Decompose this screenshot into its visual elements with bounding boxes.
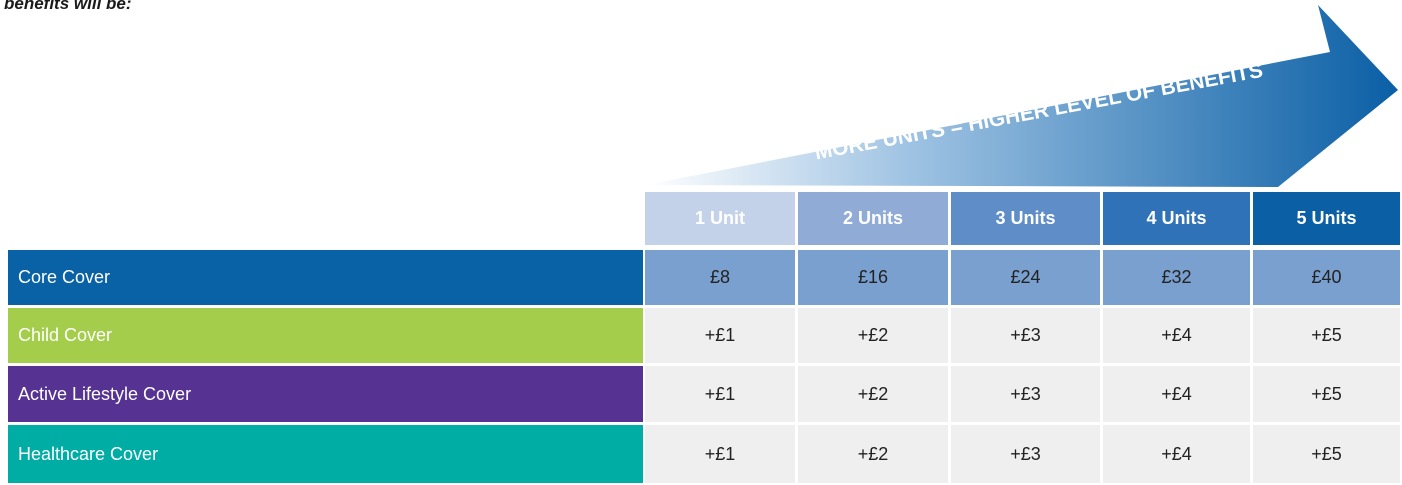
row-label: Healthcare Cover [8, 425, 643, 483]
column-header: 5 Units [1253, 192, 1400, 245]
value-cell: £8 [645, 250, 795, 305]
column-header: 4 Units [1103, 192, 1250, 245]
value-cell: +£2 [798, 308, 948, 363]
value-cell: +£5 [1253, 425, 1400, 483]
value-cell: £16 [798, 250, 948, 305]
intro-text: benefits will be: [4, 0, 132, 13]
value-cell: +£2 [798, 366, 948, 422]
value-cell: +£4 [1103, 425, 1250, 483]
value-cell: £24 [951, 250, 1100, 305]
row-label: Active Lifestyle Cover [8, 366, 643, 422]
row-label: Child Cover [8, 308, 643, 363]
value-cell: +£3 [951, 425, 1100, 483]
value-cell: +£1 [645, 308, 795, 363]
column-header: 2 Units [798, 192, 948, 245]
value-cell: +£4 [1103, 308, 1250, 363]
arrow [645, 5, 1398, 187]
value-cell: +£3 [951, 308, 1100, 363]
value-cell: +£4 [1103, 366, 1250, 422]
value-cell: £32 [1103, 250, 1250, 305]
value-cell: +£5 [1253, 308, 1400, 363]
arrow-graphic: MORE UNITS = HIGHER LEVEL OF BENEFITS [645, 5, 1398, 187]
value-cell: +£1 [645, 366, 795, 422]
value-cell: +£5 [1253, 366, 1400, 422]
value-cell: +£2 [798, 425, 948, 483]
column-header: 1 Unit [645, 192, 795, 245]
column-header: 3 Units [951, 192, 1100, 245]
value-cell: +£1 [645, 425, 795, 483]
row-label: Core Cover [8, 250, 643, 305]
value-cell: £40 [1253, 250, 1400, 305]
value-cell: +£3 [951, 366, 1100, 422]
